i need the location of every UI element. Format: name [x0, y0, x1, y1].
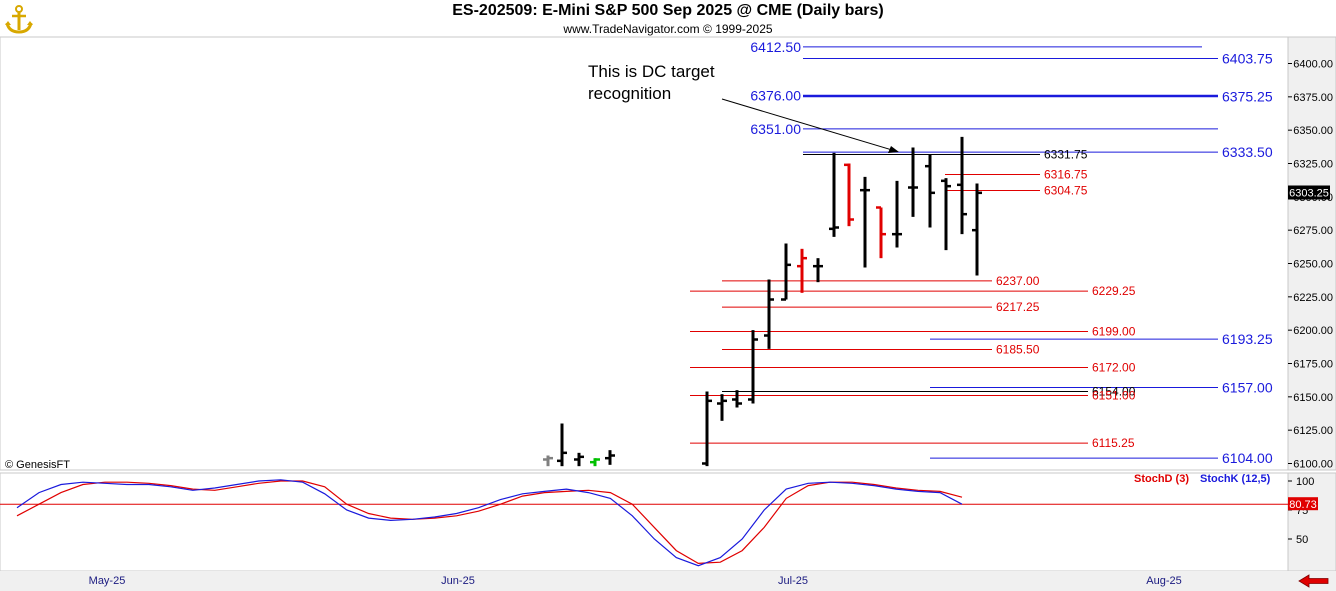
ohlc-bar — [908, 147, 918, 217]
y-tick-label: 6350.00 — [1293, 125, 1333, 137]
annotation: This is DC target recognition © GenesisF… — [5, 62, 899, 471]
ohlc-bar — [574, 452, 584, 467]
stoch-last-box — [1288, 497, 1318, 511]
level-label: 6331.75 — [1044, 148, 1088, 162]
left-arrow-icon — [1298, 574, 1329, 588]
level-label: 6376.00 — [750, 88, 801, 104]
ohlc-bar — [543, 455, 553, 467]
legend-stochd: StochD (3) — [1134, 473, 1189, 485]
stoch-series-line — [16, 480, 963, 565]
level-label: 6104.00 — [1222, 450, 1273, 466]
ohlc-bar — [829, 152, 839, 237]
level-label: 6229.25 — [1092, 284, 1136, 298]
ohlc-bar — [797, 248, 807, 293]
ohlc-bar — [732, 390, 742, 408]
back-arrow-button[interactable] — [1298, 574, 1330, 588]
price-axis: 6100.00 6125.00 6150.00 6175.00 6200.00 6225.… — [1288, 59, 1333, 471]
y-tick-label: 6200.00 — [1293, 325, 1333, 337]
ohlc-bar — [957, 136, 967, 235]
annotation-arrowhead — [888, 146, 899, 153]
ohlc-bar — [781, 243, 791, 301]
ohlc-bar — [557, 423, 567, 467]
level-label: 6154.00 — [1092, 385, 1136, 399]
level-label: 6193.25 — [1222, 331, 1273, 347]
stoch-y-tick-label: 100 — [1296, 476, 1314, 488]
ohlc-bar — [605, 450, 615, 465]
level-label: 6304.75 — [1044, 184, 1088, 198]
level-label: 6217.25 — [996, 300, 1040, 314]
stoch-last-label: 80.73 — [1289, 499, 1317, 511]
stoch-y-tick-label: 50 — [1296, 534, 1308, 546]
legend-stochk: StochK (12,5) — [1200, 473, 1271, 485]
level-label: 6333.50 — [1222, 144, 1273, 160]
y-tick-label: 6100.00 — [1293, 459, 1333, 471]
level-label: 6151.00 — [1092, 389, 1136, 403]
time-axis-bg — [0, 571, 1336, 591]
price-panel — [0, 36, 1289, 471]
price-levels: 6412.50 6403.75 6376.00 6375.25 6351.00 6333.… — [690, 39, 1273, 466]
price-axis-bg — [1287, 36, 1336, 471]
level-label: 6412.50 — [750, 39, 801, 55]
ohlc-bar — [941, 178, 951, 251]
level-label: 6185.50 — [996, 343, 1040, 357]
y-tick-label: 6225.00 — [1293, 292, 1333, 304]
level-label: 6403.75 — [1222, 51, 1273, 67]
last-price-label: 6303.25 — [1289, 188, 1329, 200]
level-label: 6115.25 — [1092, 436, 1135, 450]
chart-title: ES-202509: E-Mini S&P 500 Sep 2025 @ CME… — [452, 2, 884, 19]
ohlc-bar — [972, 183, 982, 276]
annotation-line2: recognition — [588, 84, 671, 103]
time-axis: May-25 Jun-25 Jul-25 Aug-25 — [89, 575, 1182, 587]
ohlc-bar — [590, 458, 600, 467]
y-tick-label: 6375.00 — [1293, 92, 1333, 104]
ohlc-bar — [860, 176, 870, 268]
ohlc-bar — [748, 330, 758, 404]
chart-subtitle: www.TradeNavigator.com © 1999-2025 — [563, 22, 773, 36]
level-label: 6351.00 — [750, 121, 801, 137]
panel-frames — [0, 36, 1336, 591]
ohlc-bar — [764, 279, 774, 349]
level-label: 6172.00 — [1092, 361, 1136, 375]
ohlc-bar — [925, 154, 935, 228]
y-tick-label: 6400.00 — [1293, 59, 1333, 71]
chart-header: ES-202509: E-Mini S&P 500 Sep 2025 @ CME… — [0, 0, 1336, 37]
annotation-line1: This is DC target — [588, 62, 715, 81]
y-tick-label: 6175.00 — [1293, 359, 1333, 371]
level-label: 6199.00 — [1092, 325, 1136, 339]
y-tick-label: 6275.00 — [1293, 225, 1333, 237]
ohlc-bar — [844, 163, 854, 227]
anchor-logo-icon — [3, 3, 35, 35]
last-price-box — [1288, 185, 1330, 200]
x-tick-label: Aug-25 — [1146, 575, 1181, 587]
ohlc-bar — [876, 206, 886, 259]
ohlc-bar — [702, 391, 712, 467]
level-label: 6375.25 — [1222, 89, 1273, 105]
x-tick-label: May-25 — [89, 575, 126, 587]
level-label: 6237.00 — [996, 274, 1040, 288]
y-tick-label: 6125.00 — [1293, 425, 1333, 437]
ohlc-bar — [892, 180, 902, 248]
annotation-arrow — [721, 98, 893, 151]
level-label: 6157.00 — [1222, 380, 1273, 396]
copyright-label: © GenesisFT — [5, 459, 70, 471]
y-tick-label: 6250.00 — [1293, 259, 1333, 271]
ohlc-bar — [813, 258, 823, 283]
level-label: 6316.75 — [1044, 168, 1088, 182]
y-tick-label: 6325.00 — [1293, 159, 1333, 171]
stoch-series-line — [16, 479, 963, 567]
y-tick-label: 6150.00 — [1293, 392, 1333, 404]
ohlc-bar — [717, 394, 727, 421]
x-tick-label: Jun-25 — [441, 575, 475, 587]
stoch-panel — [0, 472, 1289, 572]
price-bars — [543, 136, 982, 467]
x-tick-label: Jul-25 — [778, 575, 808, 587]
